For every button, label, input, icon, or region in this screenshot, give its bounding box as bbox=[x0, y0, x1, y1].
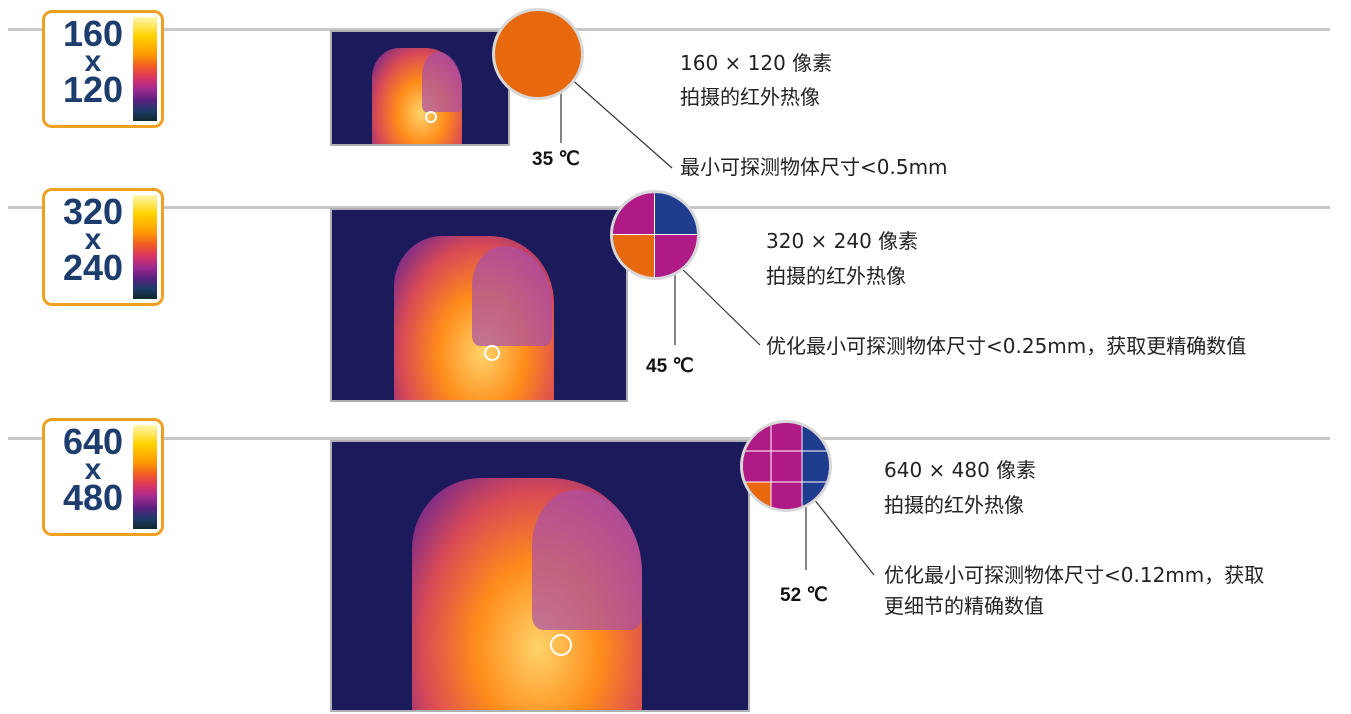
row1-caption: 拍摄的红外热像 bbox=[680, 85, 820, 109]
row3-pixel-zoom-circle bbox=[740, 420, 832, 512]
row2-thermal-image bbox=[330, 208, 628, 402]
row1-detail-text: 最小可探测物体尺寸<0.5mm bbox=[680, 155, 948, 179]
badge-height: 240 bbox=[62, 247, 124, 288]
row2-resolution-text: 320 × 240 像素 bbox=[766, 229, 919, 253]
row1-divider bbox=[8, 28, 1330, 31]
badge-width: 320 bbox=[62, 191, 124, 232]
color-scale-bar bbox=[133, 195, 157, 299]
row1-focus-ring bbox=[425, 111, 437, 123]
badge-x: x bbox=[84, 45, 102, 78]
row2-temperature: 45 ℃ bbox=[646, 356, 694, 377]
row1-resolution-text: 160 × 120 像素 bbox=[680, 51, 833, 75]
row3-focus-ring bbox=[550, 634, 572, 656]
row2-resolution-badge: 320 x 240 bbox=[42, 188, 164, 306]
badge-height: 480 bbox=[62, 477, 124, 518]
row3-temperature: 52 ℃ bbox=[780, 585, 828, 606]
row1-thermal-image bbox=[330, 30, 510, 146]
row2-caption: 拍摄的红外热像 bbox=[766, 264, 906, 288]
badge-width: 640 bbox=[62, 421, 124, 462]
row1-resolution-badge: 160 x 120 bbox=[42, 10, 164, 128]
row1-temperature: 35 ℃ bbox=[532, 149, 580, 170]
color-scale-bar bbox=[133, 17, 157, 121]
row3-detail-text: 优化最小可探测物体尺寸<0.12mm，获取 bbox=[884, 563, 1265, 587]
row1-pixel-zoom-circle bbox=[492, 8, 584, 100]
badge-x: x bbox=[84, 223, 102, 256]
badge-x: x bbox=[84, 453, 102, 486]
badge-width: 160 bbox=[62, 13, 124, 54]
row3-thermal-image bbox=[330, 440, 750, 712]
color-scale-bar bbox=[133, 425, 157, 529]
row3-caption: 拍摄的红外热像 bbox=[884, 493, 1024, 517]
pixel-grid bbox=[743, 423, 829, 509]
row2-detail-text: 优化最小可探测物体尺寸<0.25mm，获取更精确数值 bbox=[766, 334, 1247, 358]
row2-pixel-zoom-circle bbox=[610, 190, 700, 280]
row3-resolution-text: 640 × 480 像素 bbox=[884, 458, 1037, 482]
row2-focus-ring bbox=[484, 345, 500, 361]
row3-resolution-badge: 640 x 480 bbox=[42, 418, 164, 536]
row3-detail-text-cont: 更细节的精确数值 bbox=[884, 594, 1044, 618]
badge-height: 120 bbox=[62, 69, 124, 110]
row1-text-leader bbox=[560, 69, 673, 169]
row3-divider bbox=[8, 437, 1330, 440]
